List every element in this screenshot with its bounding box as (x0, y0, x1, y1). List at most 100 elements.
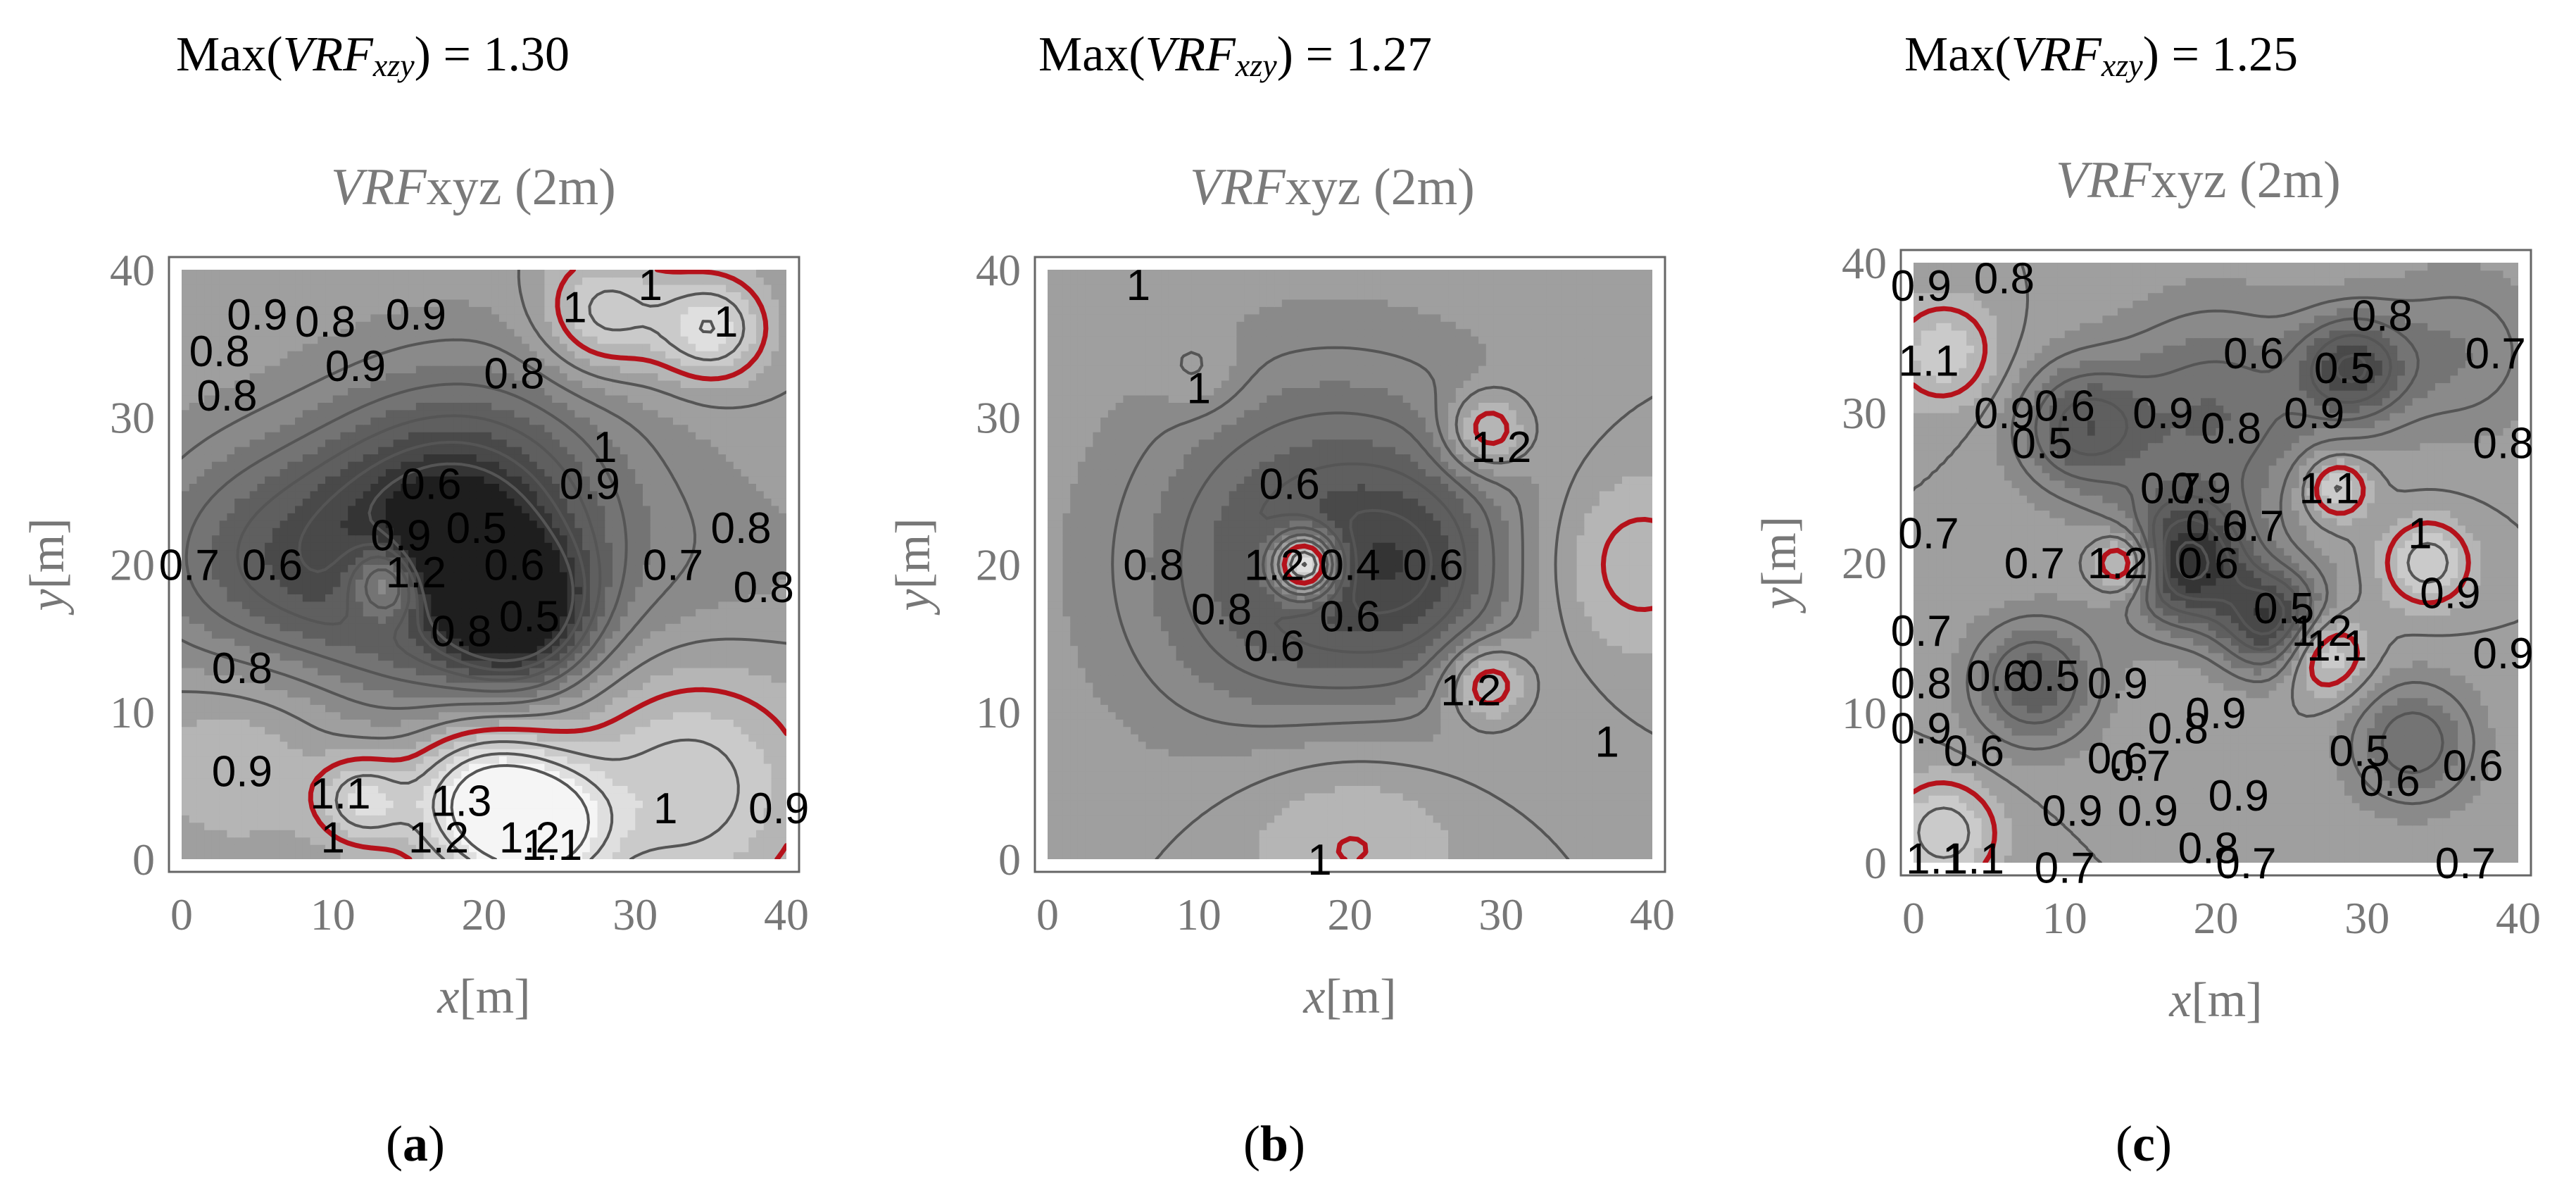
contour-label: 1.2 (499, 814, 560, 863)
contour-line (1992, 317, 2444, 775)
contour-label: 0.6 (2359, 757, 2420, 806)
contour-label: 1 (563, 283, 586, 332)
y-axis-var: y (886, 589, 941, 616)
contour-label: 0.9 (2209, 772, 2269, 820)
x-axis-unit: [m] (2192, 973, 2263, 1028)
contour-label: 0.7 (2223, 502, 2284, 551)
y-tick-label: 10 (1842, 688, 1887, 738)
max-suffix: ) = 1.25 (2143, 27, 2298, 82)
contour-label: 0.9 (560, 460, 620, 508)
max-var: VRF (1145, 27, 1237, 82)
x-axis-label: x[m] (2168, 973, 2262, 1028)
contour-label: 1.2 (408, 814, 469, 863)
contour-label: 1.1 (2306, 622, 2367, 670)
contour-label: 0.6 (2087, 735, 2148, 783)
contour-label: 0.8 (2201, 404, 2261, 453)
contour-line (184, 382, 628, 693)
x-axis-var: x (2168, 973, 2191, 1028)
contour-label: 1 (1187, 364, 1211, 413)
contour-label: 0.6 (1244, 623, 1305, 671)
contour-label: 0.7 (2435, 839, 2496, 888)
contour-fill (1914, 263, 2518, 863)
y-tick-label: 20 (976, 540, 1021, 590)
x-tick-label: 10 (2042, 893, 2087, 943)
contour-label: 0.5 (499, 593, 560, 642)
contour-labels: 111.20.60.8 1.2 0.4 0.60.8 0.60.61.211 (1123, 261, 1619, 885)
x-axis-var: x (436, 970, 459, 1024)
contour-label: 0.6 (1319, 593, 1380, 642)
contour-label: 0.7 (1898, 509, 1959, 558)
contour-label: 0.6 (242, 542, 303, 590)
x-axis-unit: [m] (460, 970, 531, 1024)
contour-lines (182, 270, 786, 859)
contour-label: 1.2 (2087, 539, 2148, 588)
contour-label: 1.1 (1906, 835, 1966, 884)
x-tick-label: 30 (1478, 889, 1523, 939)
contour-label: 1.2 (386, 549, 446, 597)
y-axis-var: y (1752, 587, 1807, 613)
max-value-label: Max(VRFxzy) = 1.27 (1038, 27, 1432, 83)
y-tick-label: 40 (1842, 238, 1887, 288)
contour-line (367, 462, 574, 663)
plot-title-rest: xyz (2m) (2151, 151, 2341, 209)
contour-line (432, 320, 715, 859)
y-tick-label: 10 (976, 687, 1021, 737)
contour-label: 1.1 (310, 770, 370, 818)
x-tick-label: 20 (462, 889, 507, 939)
contour-label: 0.6 (2035, 382, 2095, 430)
contour-label: 0.5 (2011, 420, 2072, 468)
contour-label: 0.9 (2473, 630, 2533, 678)
max-value-label: Max(VRFxzy) = 1.30 (176, 27, 570, 83)
max-prefix: Max( (1904, 27, 2011, 82)
y-tick-label: 30 (110, 392, 155, 442)
caption-close-paren: ) (428, 1116, 445, 1172)
y-axis-label: y[m] (20, 518, 75, 615)
contour-label: 0.8 (2148, 704, 2209, 753)
contour-fill (182, 270, 786, 859)
contour-label: 0.8 (196, 372, 257, 420)
max-var: VRF (283, 27, 375, 82)
x-axis-label: x[m] (1302, 970, 1396, 1024)
contour-line (1914, 263, 2518, 863)
caption-letter: b (1260, 1116, 1288, 1172)
y-tick-label: 40 (110, 245, 155, 295)
x-tick-label: 30 (612, 889, 658, 939)
contour-line (1301, 561, 1307, 568)
plot-title-var: VRF (2056, 151, 2151, 209)
contour-label: 0.7 (159, 542, 220, 590)
contour-label: 0.9 (2185, 689, 2246, 738)
contour-label: 0.8 (1123, 542, 1183, 590)
y-tick-label: 10 (110, 687, 155, 737)
contour-label: 1 (653, 785, 677, 833)
contour-label: 0.4 (1319, 542, 1380, 590)
axis-ticks: 0 10 20 30 40 0 10 20 30 40 (976, 245, 1675, 939)
contour-line (182, 338, 697, 710)
contour-label: 1.1 (522, 821, 582, 870)
contour-label: 0.9 (212, 747, 272, 796)
contour-label: 0.6 (1944, 727, 2004, 775)
contour-label: 0.7 (2216, 839, 2276, 888)
plot-title-rest: xyz (2m) (1286, 158, 1475, 216)
y-tick-label: 0 (998, 835, 1021, 885)
contour-label: 0.9 (1891, 704, 1952, 753)
x-tick-label: 40 (764, 889, 809, 939)
contour-label: 0.6 (484, 542, 544, 590)
contour-label: 0.8 (431, 608, 491, 656)
contour-label: 0.9 (2420, 570, 2480, 618)
contour-label: 0.9 (386, 291, 446, 339)
contour-label: 0.6 (2178, 539, 2239, 588)
contour-label: 1 (2408, 509, 2432, 558)
contour-label: 1 (1307, 836, 1331, 885)
contour-label: 0.6 (1403, 542, 1464, 590)
contour-label: 0.9 (325, 342, 386, 391)
contour-label: 0.6 (2185, 502, 2246, 551)
x-tick-label: 10 (310, 889, 356, 939)
y-tick-label: 30 (976, 392, 1021, 442)
contour-line (182, 270, 786, 740)
y-tick-label: 0 (132, 835, 155, 885)
x-tick-label: 40 (1630, 889, 1675, 939)
caption-letter: a (403, 1116, 428, 1172)
max-subscript: xzy (2101, 47, 2143, 83)
